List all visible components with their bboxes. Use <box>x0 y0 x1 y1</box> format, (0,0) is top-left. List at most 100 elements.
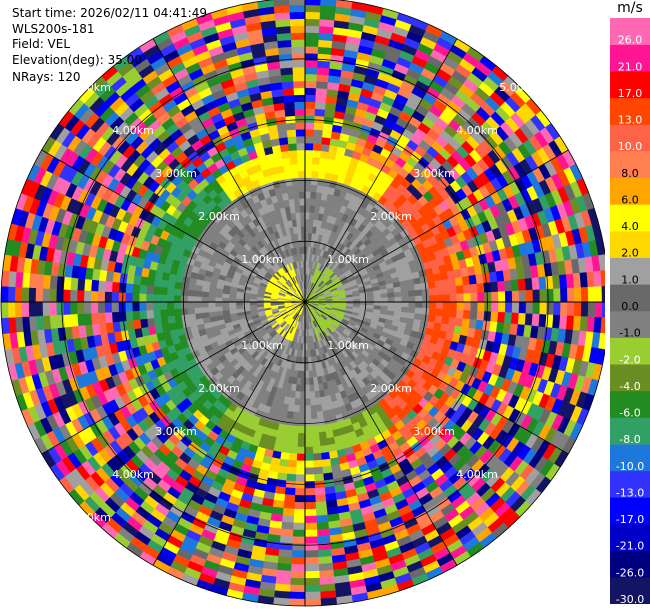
velocity-gate <box>125 310 134 322</box>
velocity-gate <box>314 494 327 503</box>
velocity-gate <box>573 287 582 303</box>
velocity-gate <box>283 501 295 510</box>
velocity-gate <box>524 277 533 291</box>
velocity-gate <box>90 301 99 314</box>
velocity-gate <box>518 301 527 314</box>
velocity-gate <box>290 432 299 441</box>
velocity-gate <box>304 481 316 489</box>
velocity-gate <box>298 412 306 420</box>
velocity-gate <box>407 284 416 292</box>
velocity-gate <box>314 397 322 406</box>
velocity-gate <box>28 287 37 303</box>
velocity-gate <box>296 446 306 455</box>
velocity-gate <box>449 293 458 303</box>
velocity-gate <box>297 439 306 448</box>
velocity-gate <box>414 307 423 315</box>
velocity-gate <box>146 309 155 319</box>
velocity-gate <box>317 535 331 544</box>
velocity-gate <box>304 425 313 434</box>
velocity-gate <box>312 446 322 455</box>
velocity-gate <box>275 569 292 579</box>
velocity-gate <box>319 11 336 21</box>
velocity-gate <box>319 445 330 454</box>
velocity-gate <box>159 286 168 296</box>
velocity-gate <box>401 296 409 303</box>
velocity-gate <box>152 309 161 319</box>
velocity-gate <box>304 198 311 206</box>
velocity-gate <box>97 301 106 314</box>
velocity-gate <box>284 424 293 433</box>
velocity-gate <box>491 301 499 313</box>
velocity-gate <box>281 514 295 524</box>
velocity-gate <box>566 301 575 317</box>
ppi-plot: 1.00km1.00km1.00km1.00km2.00km2.00km2.00… <box>0 0 605 607</box>
velocity-gate <box>394 291 402 298</box>
velocity-gate <box>421 307 430 316</box>
velocity-gate <box>304 163 313 172</box>
velocity-gate <box>304 225 310 234</box>
velocity-gate <box>201 306 210 314</box>
velocity-gate <box>125 292 133 303</box>
velocity-gate <box>421 288 430 297</box>
velocity-gate <box>304 570 320 579</box>
velocity-gate <box>97 290 106 303</box>
velocity-gate <box>304 363 309 372</box>
velocity-gate <box>407 307 416 314</box>
velocity-gate <box>69 301 78 315</box>
velocity-gate <box>579 272 589 288</box>
velocity-gate <box>125 301 133 312</box>
velocity-gate <box>166 301 175 310</box>
velocity-gate <box>304 191 312 199</box>
velocity-gate <box>586 271 596 288</box>
velocity-gate <box>299 391 306 399</box>
velocity-gate <box>90 279 100 292</box>
velocity-gate <box>132 301 140 312</box>
velocity-gate <box>300 384 306 393</box>
velocity-gate <box>308 363 313 372</box>
velocity-gate <box>77 313 86 327</box>
velocity-gate <box>565 315 575 331</box>
velocity-gate <box>214 297 223 303</box>
velocity-gate <box>304 66 318 75</box>
velocity-gate <box>586 316 596 333</box>
velocity-gate <box>132 283 141 294</box>
velocity-gate <box>174 281 183 290</box>
velocity-gate <box>14 271 24 288</box>
velocity-gate <box>288 446 298 455</box>
velocity-gate <box>304 529 318 538</box>
velocity-gate <box>435 308 444 317</box>
velocity-gate <box>441 316 450 325</box>
velocity-gate <box>273 590 291 599</box>
velocity-gate <box>166 294 175 303</box>
velocity-gate <box>468 274 478 285</box>
velocity-gate <box>289 439 299 448</box>
velocity-gate <box>118 282 127 293</box>
velocity-gate <box>317 60 331 69</box>
velocity-gate <box>310 191 317 200</box>
velocity-gate <box>304 25 320 34</box>
velocity-gate <box>70 313 79 327</box>
velocity-gate <box>49 314 58 329</box>
velocity-gate <box>152 301 161 311</box>
velocity-gate <box>290 570 306 579</box>
velocity-gate <box>293 404 300 413</box>
velocity-gate <box>415 301 423 309</box>
velocity-gate <box>321 458 332 468</box>
velocity-gate <box>312 143 322 152</box>
velocity-gate <box>304 563 320 572</box>
velocity-gate <box>304 129 315 137</box>
velocity-gate <box>310 418 319 427</box>
velocity-gate <box>587 301 596 318</box>
velocity-gate <box>461 275 471 286</box>
velocity-gate <box>394 301 402 308</box>
velocity-gate <box>304 467 315 475</box>
velocity-gate <box>454 317 464 328</box>
velocity-gate <box>0 285 9 303</box>
velocity-gate <box>132 274 142 285</box>
velocity-gate <box>322 129 333 139</box>
velocity-gate <box>469 310 478 321</box>
velocity-gate <box>304 412 312 420</box>
velocity-gate <box>208 291 216 298</box>
velocity-gate <box>497 301 506 313</box>
velocity-gate <box>449 301 458 311</box>
